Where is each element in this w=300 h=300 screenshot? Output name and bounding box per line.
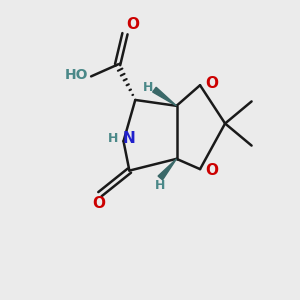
Polygon shape: [158, 159, 176, 180]
Text: O: O: [126, 17, 139, 32]
Text: H: H: [155, 179, 166, 192]
Text: O: O: [92, 196, 105, 211]
Text: O: O: [206, 76, 218, 91]
Text: H: H: [142, 81, 153, 94]
Text: HO: HO: [65, 68, 88, 82]
Polygon shape: [153, 87, 176, 106]
Text: O: O: [206, 163, 218, 178]
Text: N: N: [123, 131, 136, 146]
Text: H: H: [108, 132, 118, 145]
